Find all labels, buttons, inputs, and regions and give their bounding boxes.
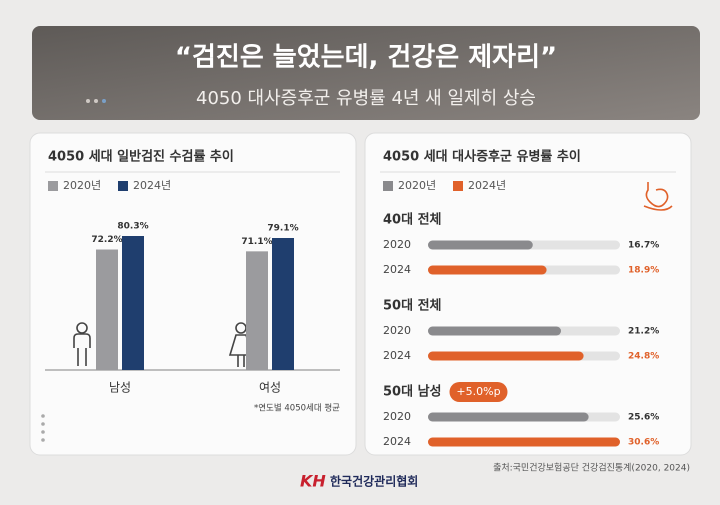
- note: *연도별 4050세대 평균: [254, 403, 340, 414]
- legend-label: 2020년: [398, 179, 436, 192]
- legend-label: 2024년: [133, 179, 171, 192]
- chart-title: 4050 세대 일반검진 수검률 추이: [48, 149, 234, 165]
- stomach-icon: [643, 182, 673, 211]
- value-label: 80.3%: [117, 222, 148, 232]
- value-label: 79.1%: [267, 224, 298, 234]
- value-label: 30.6%: [628, 438, 659, 448]
- value-label: 18.9%: [628, 266, 659, 276]
- group-label: 50대 남성: [383, 384, 442, 400]
- male-icon: [73, 322, 91, 366]
- page-title: “검진은 늘었는데, 건강은 제자리”: [175, 43, 557, 73]
- x-tick-label: 여성: [259, 381, 281, 395]
- legend-swatch: [383, 181, 393, 191]
- bar: [272, 238, 294, 370]
- panel-dots: [41, 414, 45, 442]
- group-label: 40대 전체: [383, 212, 442, 228]
- row-label: 2024: [383, 435, 411, 448]
- bar: [428, 412, 589, 422]
- organization: 한국건강관리협회: [330, 474, 418, 489]
- bar: [428, 351, 584, 361]
- row-label: 2020: [383, 410, 411, 423]
- value-label: 25.6%: [628, 413, 659, 423]
- bar: [96, 249, 118, 370]
- value-label: 71.1%: [241, 237, 272, 247]
- source: 출처:국민건강보험공단 건강검진통계(2020, 2024): [493, 462, 690, 474]
- bar: [428, 240, 533, 250]
- legend-swatch: [118, 181, 128, 191]
- x-tick-label: 남성: [109, 381, 131, 395]
- annotation-pill: [449, 382, 508, 402]
- annotation: +5.0%p: [456, 385, 500, 398]
- bar: [428, 265, 547, 275]
- bar: [428, 437, 620, 447]
- logo-mark: KH: [300, 472, 326, 491]
- legend-swatch: [48, 181, 58, 191]
- row-label: 2020: [383, 324, 411, 337]
- value-label: 21.2%: [628, 327, 659, 337]
- right-panel: [364, 132, 692, 456]
- header-dots: [86, 99, 106, 103]
- row-label: 2024: [383, 263, 411, 276]
- row-label: 2024: [383, 349, 411, 362]
- left-panel: [29, 132, 357, 456]
- legend-swatch: [453, 181, 463, 191]
- bar: [428, 326, 562, 336]
- header-box: [32, 26, 700, 120]
- page-subtitle: 4050 대사증후군 유병률 4년 새 일제히 상승: [196, 88, 536, 109]
- legend-label: 2024년: [468, 179, 506, 192]
- legend-label: 2020년: [63, 179, 101, 192]
- bar: [246, 251, 268, 370]
- value-label: 72.2%: [91, 235, 122, 245]
- value-label: 24.8%: [628, 352, 659, 362]
- bar: [122, 236, 144, 370]
- row-label: 2020: [383, 238, 411, 251]
- chart-title: 4050 세대 대사증후군 유병률 추이: [383, 149, 581, 165]
- group-label: 50대 전체: [383, 298, 442, 314]
- value-label: 16.7%: [628, 241, 659, 251]
